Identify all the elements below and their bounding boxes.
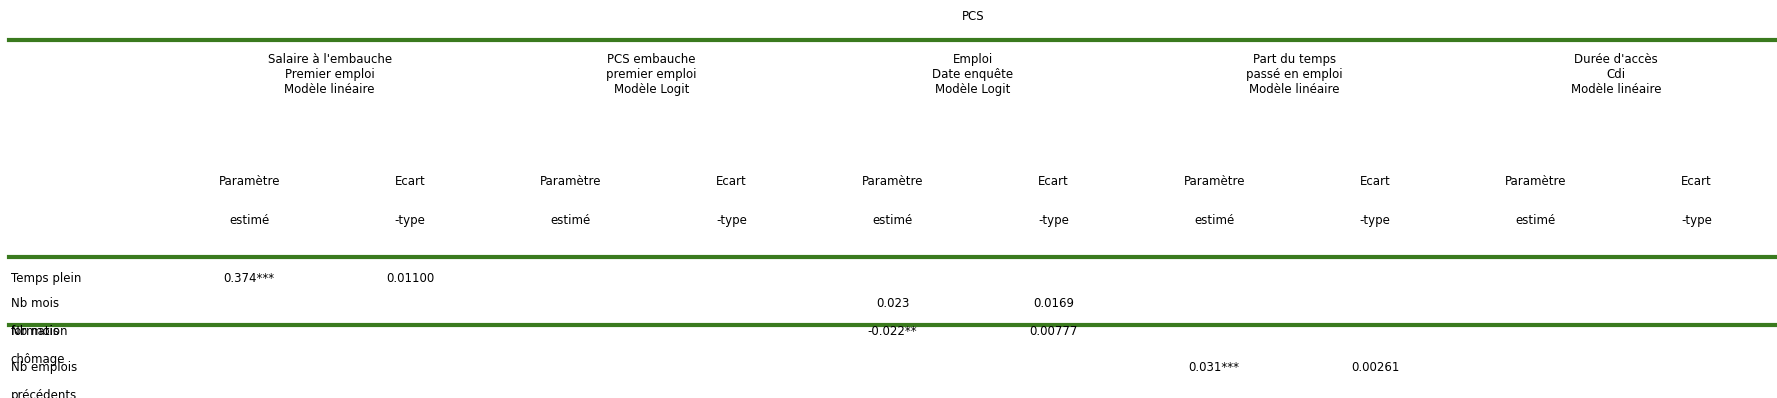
Text: -type: -type [716,215,746,227]
Text: -type: -type [1359,215,1390,227]
Text: estimé: estimé [1516,215,1557,227]
Text: Paramètre: Paramètre [862,175,924,188]
Text: Ecart: Ecart [1359,175,1390,188]
Text: Ecart: Ecart [1038,175,1068,188]
Text: Part du temps
passé en emploi
Modèle linéaire: Part du temps passé en emploi Modèle lin… [1246,53,1343,96]
Text: Durée d'accès
Cdi
Modèle linéaire: Durée d'accès Cdi Modèle linéaire [1571,53,1661,96]
Text: 0.031***: 0.031*** [1189,361,1240,374]
Text: Paramètre: Paramètre [1505,175,1567,188]
Text: 0.01100: 0.01100 [386,272,434,285]
Text: -0.022**: -0.022** [867,325,917,338]
Text: 0.0169: 0.0169 [1032,297,1073,310]
Text: Paramètre: Paramètre [1183,175,1246,188]
Text: PCS embauche
premier emploi
Modèle Logit: PCS embauche premier emploi Modèle Logit [606,53,697,96]
Text: Paramètre: Paramètre [540,175,602,188]
Text: Salaire à l'embauche
Premier emploi
Modèle linéaire: Salaire à l'embauche Premier emploi Modè… [268,53,391,96]
Text: 0.00261: 0.00261 [1351,361,1398,374]
Text: Nb mois: Nb mois [11,325,59,338]
Text: Nb mois: Nb mois [11,297,59,310]
Text: Emploi
Date enquête
Modèle Logit: Emploi Date enquête Modèle Logit [933,53,1013,96]
Text: Temps plein: Temps plein [11,272,82,285]
Text: estimé: estimé [229,215,270,227]
Text: Ecart: Ecart [394,175,425,188]
Text: Paramètre: Paramètre [219,175,281,188]
Text: estimé: estimé [1194,215,1235,227]
Text: Ecart: Ecart [1681,175,1711,188]
Text: Ecart: Ecart [716,175,746,188]
Text: PCS: PCS [961,10,984,23]
Text: Nb emplois: Nb emplois [11,361,76,374]
Text: -type: -type [1681,215,1711,227]
Text: -type: -type [394,215,425,227]
Text: estimé: estimé [551,215,592,227]
Text: précédents: précédents [11,389,76,398]
Text: estimé: estimé [873,215,913,227]
Text: 0.023: 0.023 [876,297,910,310]
Text: formation: formation [11,325,68,338]
Text: 0.374***: 0.374*** [224,272,275,285]
Text: 0.00777: 0.00777 [1029,325,1077,338]
Text: chômage: chômage [11,353,66,366]
Text: -type: -type [1038,215,1068,227]
